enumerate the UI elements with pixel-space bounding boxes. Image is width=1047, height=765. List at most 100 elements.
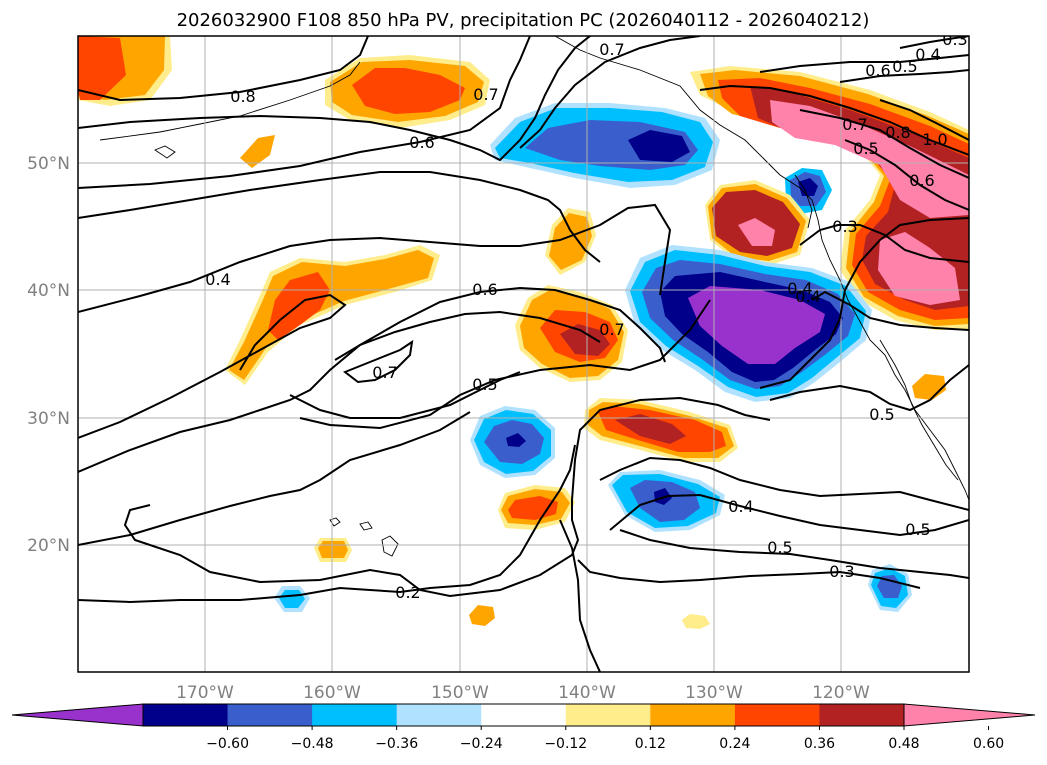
colorbar-tick-label: −0.60: [206, 736, 249, 752]
contour-label: 0.6: [865, 61, 890, 80]
pv-contour: [879, 99, 969, 141]
colorbar-swatch: [565, 704, 651, 726]
pv-contour: [799, 224, 969, 263]
contour-label: 0.6: [472, 280, 497, 299]
precip-anomaly-negative: [506, 433, 526, 447]
contour-label: 0.3: [832, 217, 857, 236]
colorbar-tick-label: 0.24: [719, 736, 750, 752]
contour-label: 1.0: [922, 130, 947, 149]
pv-contour: [334, 310, 601, 361]
pv-contour: [519, 36, 701, 149]
lon-tick-label: 140°W: [558, 683, 616, 703]
contour-label: 0.7: [473, 85, 498, 104]
precip-anomaly-positive: [240, 135, 275, 168]
contour-label: 0.5: [869, 405, 894, 424]
pv-contour: [619, 529, 969, 579]
colorbar-tick-label: −0.36: [375, 736, 418, 752]
colorbar-tick-label: 0.12: [635, 736, 666, 752]
lat-tick-label: 40°N: [27, 281, 70, 301]
lon-tick-label: 120°W: [812, 683, 870, 703]
map-area: 0.8 0.7 0.6 0.4 0.6 0.7 0.5 0.7 0.7 0.4 …: [78, 36, 969, 672]
colorbar: −0.60 −0.48 −0.36 −0.24 −0.12 0.12 0.24 0.36 0.4…: [11, 703, 1036, 752]
lon-tick-labels: 170°W 160°W 150°W 140°W 130°W 120°W: [176, 683, 870, 703]
contour-label: 0.5: [472, 375, 497, 394]
contour-label: 0.5: [892, 57, 917, 76]
pv-contour: [559, 519, 601, 672]
lat-tick-label: 20°N: [27, 536, 70, 556]
pv-contour: [899, 36, 969, 49]
precip-anomaly-positive: [549, 213, 592, 270]
pv-contour: [811, 290, 969, 331]
colorbar-tick-label: 0.36: [804, 736, 835, 752]
precip-anomaly-positive: [682, 614, 710, 629]
contour-label: 0.5: [853, 139, 878, 158]
lon-tick-label: 160°W: [303, 683, 361, 703]
pv-contour: [844, 139, 969, 211]
lon-tick-label: 130°W: [685, 683, 743, 703]
precip-anomaly-positive: [560, 324, 610, 356]
contour-labels: 0.8 0.7 0.6 0.4 0.6 0.7 0.5 0.7 0.7 0.4 …: [205, 36, 967, 602]
precip-anomaly-negative: [688, 286, 825, 364]
colorbar-swatch: [734, 704, 820, 726]
pv-contour: [78, 36, 531, 189]
pv-contour: [609, 493, 969, 537]
precip-fill-layer: [78, 36, 969, 629]
coastline: [99, 61, 361, 141]
contour-label: 0.4: [205, 270, 230, 289]
pv-contour: [759, 54, 969, 73]
colorbar-swatch: [227, 704, 313, 726]
coastline: [154, 145, 176, 159]
colorbar-frame: [142, 703, 905, 727]
contour-label: 0.7: [842, 115, 867, 134]
precip-anomaly-positive: [770, 100, 969, 218]
coastline: [879, 339, 959, 481]
chart-title: 2026032900 F108 850 hPa PV, precipitatio…: [177, 10, 870, 31]
contour-label: 0.7: [599, 40, 624, 59]
lon-tick-label: 170°W: [176, 683, 234, 703]
precip-anomaly-positive: [78, 36, 126, 100]
colorbar-tick-label: −0.48: [291, 736, 334, 752]
precip-anomaly-negative: [877, 575, 902, 598]
contour-label: 0.4: [728, 497, 753, 516]
contour-label: 0.8: [230, 87, 255, 106]
pv-contour: [123, 396, 771, 598]
colorbar-swatch: [396, 704, 482, 726]
pv-contour: [699, 84, 969, 156]
pv-contour: [78, 36, 591, 162]
contour-label: 0.5: [905, 520, 930, 539]
map-gridlines: [78, 36, 969, 672]
precip-anomaly-negative: [654, 488, 672, 505]
precip-anomaly-positive: [878, 232, 960, 305]
colorbar-tick-label: 0.60: [973, 736, 1004, 752]
colorbar-swatch-max-extend: [903, 703, 1036, 727]
pv-contour: [78, 36, 369, 102]
contour-label: 0.8: [885, 123, 910, 142]
pv-contour-layer: [78, 36, 969, 672]
colorbar-swatch: [650, 704, 736, 726]
precip-anomaly-positive: [615, 414, 686, 444]
contour-label: 0.7: [372, 363, 397, 382]
precip-anomaly-negative: [628, 130, 690, 162]
contour-label: 0.7: [599, 320, 624, 339]
precip-anomaly-positive: [352, 68, 465, 114]
colorbar-tick-label: −0.24: [460, 736, 503, 752]
precip-anomaly-positive: [508, 496, 558, 520]
contour-label: 0.4: [795, 287, 820, 306]
colorbar-swatch: [481, 704, 567, 726]
coastline: [794, 174, 813, 229]
lat-tick-label: 50°N: [27, 154, 70, 174]
lat-tick-labels: 50°N 40°N 30°N 20°N: [27, 154, 70, 556]
precip-anomaly-positive: [229, 250, 434, 380]
pv-contour: [78, 286, 666, 473]
contour-label: 0.6: [409, 133, 434, 152]
colorbar-swatch-min-extend: [11, 703, 144, 727]
colorbar-swatch: [143, 704, 229, 726]
contour-label: 0.4: [787, 279, 812, 298]
pv-contour: [78, 444, 576, 604]
pv-contour: [769, 364, 969, 412]
pv-contour: [577, 559, 921, 589]
contour-label: 0.3: [829, 562, 854, 581]
contour-label: 0.2: [395, 583, 420, 602]
contour-label: 0.4: [915, 45, 940, 64]
